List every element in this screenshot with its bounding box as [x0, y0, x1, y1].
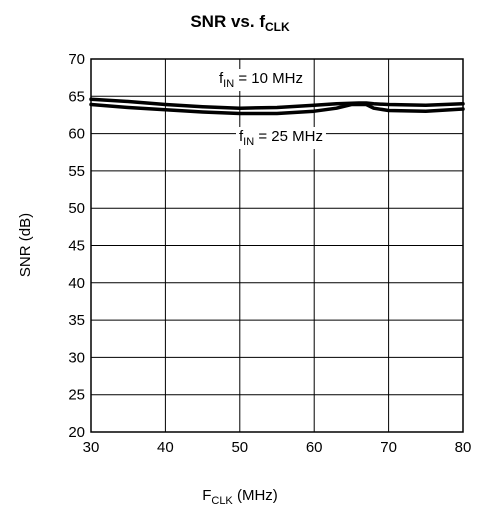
series-line-0: [89, 97, 465, 110]
series-label-background: [216, 69, 306, 91]
y-tick-labels: 20 25 30 35 40 45 50 55 60 65 70: [68, 51, 85, 441]
chart-title-sub: CLK: [265, 20, 290, 34]
series-label-post: = 25 MHz: [254, 128, 323, 145]
y-tick-label: 25: [68, 387, 85, 404]
x-tick-label: 50: [231, 439, 248, 456]
y-tick-label: 50: [68, 200, 85, 217]
x-tick-label: 60: [306, 439, 323, 456]
series-label-post: = 10 MHz: [234, 70, 303, 87]
x-axis-label-sub: CLK: [211, 495, 233, 507]
y-axis-label: SNR (dB): [17, 213, 34, 277]
plot-frame: [90, 58, 464, 433]
series-label-sub: IN: [223, 78, 234, 90]
y-tick-label: 70: [68, 51, 85, 68]
y-tick-label: 45: [68, 238, 85, 255]
y-tick-label: 30: [68, 349, 85, 366]
y-tick-label: 40: [68, 275, 85, 292]
chart-title-main: SNR vs. f: [190, 12, 265, 31]
x-tick-label: 80: [455, 439, 472, 456]
y-tick-label: 55: [68, 163, 85, 180]
x-tick-label: 30: [83, 439, 100, 456]
y-tick-label: 20: [68, 424, 85, 441]
series-label-background: [236, 127, 326, 149]
y-tick-label: 35: [68, 312, 85, 329]
x-tick-label: 70: [380, 439, 397, 456]
y-tick-label: 60: [68, 126, 85, 143]
series-label-0: fIN = 10 MHz: [219, 70, 303, 90]
series-lines: [89, 97, 465, 116]
series-label-1: fIN = 25 MHz: [239, 128, 323, 148]
series-label-sub: IN: [243, 136, 254, 148]
chart-title: SNR vs. fCLK: [190, 12, 290, 34]
series-label-pre: f: [219, 70, 224, 87]
x-tick-labels: 30 40 50 60 70 80: [83, 439, 472, 456]
x-tick-label: 40: [157, 439, 174, 456]
series-line-1: [89, 102, 465, 116]
x-axis-label-main: F: [202, 487, 211, 504]
y-tick-label: 65: [68, 88, 85, 105]
x-axis-label-rest: (MHz): [233, 487, 278, 504]
series-label-pre: f: [239, 128, 244, 145]
x-axis-label: FCLK (MHz): [202, 487, 278, 507]
